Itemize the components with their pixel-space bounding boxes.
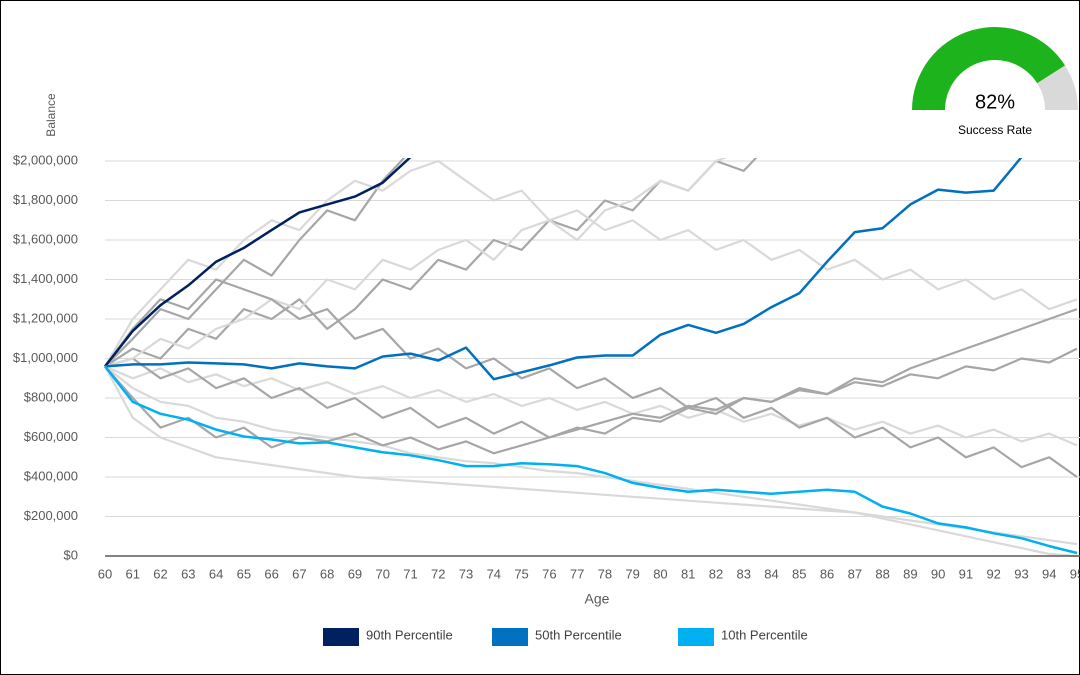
x-tick-label: 76 — [542, 566, 556, 581]
x-tick-label: 83 — [737, 566, 751, 581]
x-tick-label: 74 — [487, 566, 501, 581]
x-tick-label: 67 — [292, 566, 306, 581]
x-tick-label: 82 — [709, 566, 723, 581]
x-tick-label: 78 — [598, 566, 612, 581]
simulation-line — [104, 365, 1078, 447]
x-tick-label: 65 — [237, 566, 251, 581]
x-tick-label: 77 — [570, 566, 584, 581]
legend-label: 50th Percentile — [535, 627, 622, 642]
simulation-line — [104, 308, 1078, 439]
simulation-line — [104, 347, 1078, 455]
percentile-line — [104, 158, 1023, 381]
y-tick-label: $600,000 — [24, 429, 78, 444]
x-tick-label: 92 — [986, 566, 1000, 581]
y-tick-label: $2,000,000 — [13, 152, 78, 167]
x-tick-label: 87 — [848, 566, 862, 581]
simulation-line — [104, 365, 1078, 558]
y-tick-label: $400,000 — [24, 468, 78, 483]
legend-label: 10th Percentile — [721, 627, 808, 642]
simulation-line — [104, 158, 406, 368]
gauge-track — [1037, 65, 1078, 110]
x-tick-label: 62 — [153, 566, 167, 581]
y-tick-label: $200,000 — [24, 508, 78, 523]
x-tick-label: 63 — [181, 566, 195, 581]
x-tick-label: 60 — [98, 566, 112, 581]
gauge-value: 82% — [975, 91, 1015, 113]
simulation-line — [104, 158, 728, 368]
x-tick-label: 94 — [1042, 566, 1056, 581]
y-tick-label: $1,600,000 — [13, 231, 78, 246]
x-tick-label: 90 — [931, 566, 945, 581]
x-tick-label: 89 — [903, 566, 917, 581]
percentile-line — [104, 365, 1078, 555]
legend-swatch — [678, 628, 714, 646]
x-tick-label: 64 — [209, 566, 223, 581]
percentile-line — [104, 158, 412, 368]
x-tick-label: 68 — [320, 566, 334, 581]
legend-label: 90th Percentile — [366, 627, 453, 642]
y-tick-label: $0 — [64, 547, 78, 562]
x-tick-label: 69 — [348, 566, 362, 581]
simulation-line — [104, 158, 758, 368]
y-tick-label: $800,000 — [24, 389, 78, 404]
x-tick-label: 79 — [625, 566, 639, 581]
x-tick-label: 80 — [653, 566, 667, 581]
x-tick-label: 70 — [375, 566, 389, 581]
y-tick-label: $1,400,000 — [13, 271, 78, 286]
y-tick-label: $1,200,000 — [13, 310, 78, 325]
x-tick-label: 75 — [514, 566, 528, 581]
x-tick-label: 91 — [959, 566, 973, 581]
x-tick-label: 93 — [1014, 566, 1028, 581]
simulation-line — [104, 365, 1078, 546]
gauge-label: Success Rate — [958, 123, 1032, 137]
legend-swatch — [492, 628, 528, 646]
x-tick-label: 85 — [792, 566, 806, 581]
x-tick-label: 88 — [875, 566, 889, 581]
x-tick-label: 66 — [264, 566, 278, 581]
x-tick-label: 95 — [1070, 566, 1080, 581]
x-tick-label: 86 — [820, 566, 834, 581]
x-tick-label: 73 — [459, 566, 473, 581]
x-tick-label: 72 — [431, 566, 445, 581]
x-tick-label: 61 — [126, 566, 140, 581]
x-tick-label: 71 — [403, 566, 417, 581]
gauge-fill — [911, 27, 1066, 110]
y-tick-label: $1,800,000 — [13, 192, 78, 207]
simulation-line — [104, 278, 1078, 478]
x-axis-label: Age — [585, 591, 610, 607]
simulation-line — [104, 159, 1078, 367]
x-tick-label: 84 — [764, 566, 778, 581]
y-tick-label: $1,000,000 — [13, 350, 78, 365]
legend-swatch — [323, 628, 359, 646]
y-axis-label: Balance — [44, 93, 58, 137]
x-tick-label: 81 — [681, 566, 695, 581]
